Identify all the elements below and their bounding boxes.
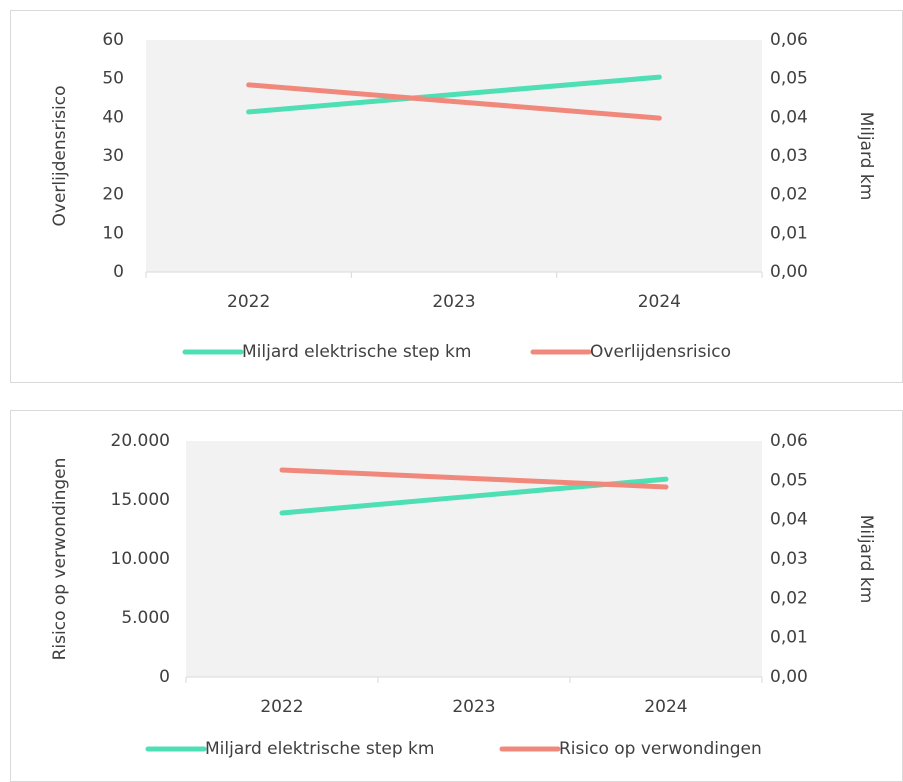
y-tick-label: 20 <box>102 185 124 205</box>
y2-tick-label: 0,03 <box>770 146 808 166</box>
y-axis-label: Risico op verwondingen <box>50 458 70 661</box>
series-line <box>246 82 662 121</box>
x-tick-label: 2023 <box>452 697 495 717</box>
y-tick-label: 40 <box>102 107 124 127</box>
y-tick-label: 15.000 <box>111 490 170 510</box>
y-tick-label: 10.000 <box>111 549 170 569</box>
y2-tick-label: 0,04 <box>770 510 808 530</box>
x-tick-label: 2024 <box>638 292 681 312</box>
y2-tick-label: 0,01 <box>770 628 808 648</box>
y-tick-label: 30 <box>102 146 124 166</box>
y-axis-label: Overlijdensrisico <box>50 86 70 227</box>
y2-tick-label: 0,06 <box>770 30 808 50</box>
y2-axis-label: Miljard km <box>856 112 876 201</box>
y-tick-label: 10 <box>102 223 124 243</box>
y2-tick-label: 0,00 <box>770 667 808 687</box>
x-tick-label: 2023 <box>432 292 475 312</box>
y2-tick-label: 0,06 <box>770 431 808 451</box>
y2-tick-label: 0,04 <box>770 107 808 127</box>
legend-label: Risico op verwondingen <box>559 739 762 759</box>
series-line <box>246 74 662 115</box>
series-line <box>279 467 669 490</box>
plot-area <box>146 40 762 272</box>
y2-tick-label: 0,03 <box>770 549 808 569</box>
x-tick-label: 2022 <box>227 292 270 312</box>
x-tick-label: 2024 <box>644 697 687 717</box>
y-tick-label: 50 <box>102 69 124 89</box>
x-tick-label: 2022 <box>260 697 303 717</box>
y2-tick-label: 0,00 <box>770 262 808 282</box>
legend-label: Overlijdensrisico <box>590 342 731 362</box>
y-tick-label: 5.000 <box>121 608 170 628</box>
y2-tick-label: 0,02 <box>770 185 808 205</box>
legend-label: Miljard elektrische step km <box>205 739 434 759</box>
y2-tick-label: 0,02 <box>770 588 808 608</box>
legend-label: Miljard elektrische step km <box>242 342 471 362</box>
y-tick-label: 60 <box>102 30 124 50</box>
y2-tick-label: 0,05 <box>770 470 808 490</box>
y-tick-label: 0 <box>159 667 170 687</box>
y2-tick-label: 0,01 <box>770 223 808 243</box>
y2-tick-label: 0,05 <box>770 69 808 89</box>
y2-axis-label: Miljard km <box>856 515 876 604</box>
y-tick-label: 0 <box>113 262 124 282</box>
y-tick-label: 20.000 <box>111 431 170 451</box>
